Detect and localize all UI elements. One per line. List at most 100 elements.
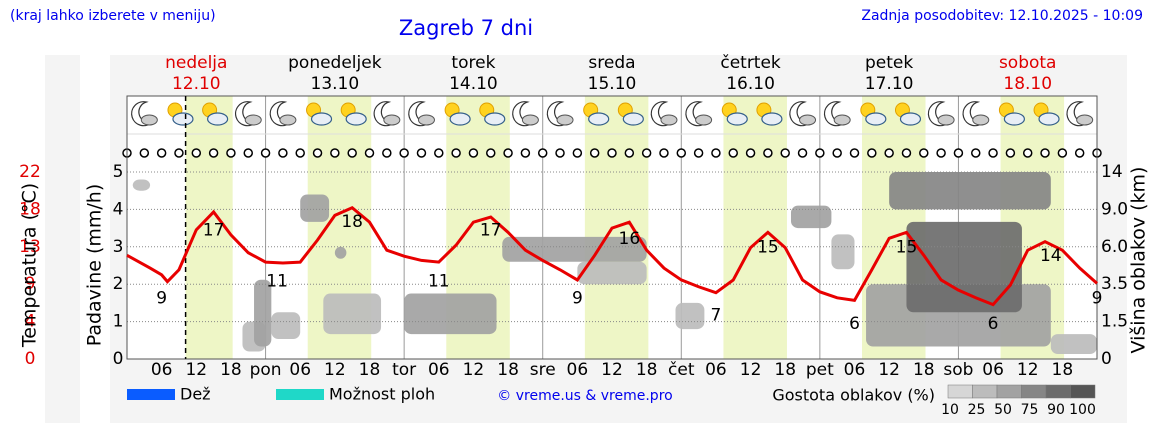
wind-calm <box>347 148 357 158</box>
wind-calm <box>1074 148 1085 158</box>
cloud-icon <box>660 114 678 126</box>
cloud-patch <box>675 302 705 330</box>
x-tick-label: 06 <box>567 360 589 380</box>
copyright[interactable]: © vreme.us & vreme.pro <box>497 388 672 404</box>
temp-label: 6 <box>988 314 999 334</box>
cloud-legend-swatch <box>1021 384 1047 399</box>
cloud-icon <box>417 114 435 126</box>
wind-calm <box>156 148 167 158</box>
cloud-icon <box>695 114 713 126</box>
cloud-patch <box>577 261 647 285</box>
temp-label: 14 <box>1040 246 1062 266</box>
wind-calm <box>1040 148 1050 158</box>
cloud-patch <box>790 205 832 229</box>
wind-calm <box>1022 148 1033 158</box>
day-date: 12.10 <box>172 74 221 94</box>
temp-label: 11 <box>266 272 288 292</box>
day-name: petek <box>865 53 913 73</box>
x-tick-label: 12 <box>740 360 762 380</box>
cloud-icon <box>484 112 506 126</box>
y2-tick-label: 1.5 <box>1101 312 1128 332</box>
cloud-icon <box>172 112 194 126</box>
y-tick-label: 2 <box>113 274 124 294</box>
wind-calm <box>312 148 323 158</box>
cloud-legend-label: 10 <box>941 402 959 418</box>
x-tick-label: tor <box>392 360 416 380</box>
x-tick-label: 18 <box>220 360 242 380</box>
y2-tick-label: 9.0 <box>1101 199 1128 219</box>
day-name: ponedeljek <box>288 53 382 73</box>
x-tick-label: 18 <box>359 360 381 380</box>
cloud-icon <box>383 114 401 126</box>
wind-calm <box>243 148 253 158</box>
temp-tick-label: 4 <box>25 312 36 332</box>
cloud-patch <box>254 279 272 347</box>
cloud-patch <box>334 246 347 259</box>
cloud-patch <box>323 293 382 335</box>
wind-calm <box>780 148 790 158</box>
wind-calm <box>260 148 271 158</box>
wind-calm <box>555 148 565 158</box>
wind-calm <box>711 148 721 158</box>
temp-label: 9 <box>1092 289 1103 309</box>
x-tick-label: 18 <box>636 360 658 380</box>
cloud-icon <box>449 112 471 126</box>
legend-swatch <box>127 389 175 400</box>
y2-axis-title: Višina oblakov (km) <box>1128 167 1150 354</box>
temp-tick-label: 18 <box>19 199 41 219</box>
daylight-band <box>723 96 787 359</box>
cloud-icon <box>1076 114 1094 126</box>
y-axis-title: Padavine (mm/h) <box>84 184 106 347</box>
cloud-icon <box>1038 112 1060 126</box>
wind-calm <box>330 148 340 158</box>
x-tick-label: 18 <box>1052 360 1074 380</box>
temp-label: 17 <box>203 221 225 241</box>
temp-axis-title: Temperatura (°C) <box>19 183 41 348</box>
legend-label: Dež <box>180 385 211 404</box>
wind-calm <box>208 148 219 158</box>
wind-calm <box>364 148 375 158</box>
cloud-patch <box>404 293 497 335</box>
wind-calm <box>988 148 998 158</box>
y2-tick-label: 6.0 <box>1101 237 1128 257</box>
wind-calm <box>434 148 444 158</box>
temp-label: 17 <box>480 221 502 241</box>
x-tick-label: 06 <box>705 360 727 380</box>
subtitle-left[interactable]: (kraj lahko izberete v meniju) <box>10 8 216 24</box>
wind-calm <box>936 148 946 158</box>
cloud-icon <box>622 112 644 126</box>
cloud-legend-swatch <box>972 384 998 399</box>
cloud-icon <box>726 112 748 126</box>
x-tick-label: 06 <box>289 360 311 380</box>
wind-calm <box>1057 148 1068 158</box>
wind-calm <box>676 148 687 158</box>
day-date: 18.10 <box>1003 74 1052 94</box>
cloud-patch <box>502 236 647 262</box>
x-tick-label: 12 <box>324 360 346 380</box>
x-tick-label: 18 <box>774 360 796 380</box>
cloud-icon <box>521 114 539 126</box>
x-tick-label: 06 <box>428 360 450 380</box>
wind-calm <box>399 148 409 158</box>
x-tick-label: 12 <box>601 360 623 380</box>
y-tick-label: 5 <box>113 162 124 182</box>
cloud-patch <box>889 172 1051 210</box>
legend-label: Možnost ploh <box>329 385 435 404</box>
day-date: 13.10 <box>311 74 360 94</box>
cloud-icon <box>345 112 367 126</box>
cloud-icon <box>972 114 990 126</box>
wind-calm <box>953 148 964 158</box>
temp-tick-label: 9 <box>25 274 36 294</box>
wind-calm <box>832 148 842 158</box>
wind-calm <box>382 148 392 158</box>
cloud-legend-swatch <box>1045 384 1071 399</box>
y-tick-label: 0 <box>113 349 124 369</box>
cloud-patch <box>906 221 1022 313</box>
cloud-icon <box>140 114 158 126</box>
wind-calm <box>191 148 202 158</box>
temp-panel <box>45 55 80 423</box>
cloud-icon <box>833 114 851 126</box>
cloud-legend-label: 100 <box>1069 402 1096 418</box>
wind-calm <box>867 148 877 158</box>
wind-calm <box>589 148 600 158</box>
